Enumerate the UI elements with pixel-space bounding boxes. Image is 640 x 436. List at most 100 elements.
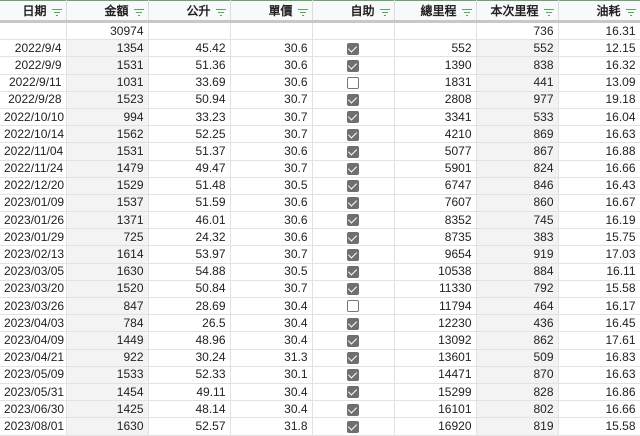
cell-liters[interactable]: 53.97 [148, 245, 231, 264]
cell-fuel-consumption[interactable]: 16.66 [558, 400, 640, 419]
cell-date[interactable]: 2022/9/11 [0, 74, 67, 92]
cell-liters[interactable]: 48.96 [148, 331, 231, 350]
cell-amount[interactable]: 725 [66, 228, 149, 247]
cell-amount[interactable]: 922 [66, 349, 149, 367]
cell-total-mileage[interactable]: 7607 [394, 194, 477, 213]
cell-self-service[interactable] [312, 314, 395, 333]
checkbox-checked[interactable] [346, 231, 359, 244]
cell-total-mileage[interactable]: 8352 [394, 211, 477, 230]
cell-fuel-consumption[interactable]: 15.58 [558, 417, 640, 436]
cell-liters[interactable]: 52.57 [148, 417, 231, 436]
cell-date[interactable]: 2023/04/21 [0, 349, 67, 367]
cell-trip-mileage[interactable]: 441 [476, 74, 559, 92]
cell-total-mileage[interactable]: 6747 [394, 177, 477, 195]
cell-total-mileage[interactable]: 13601 [394, 349, 477, 367]
checkbox-checked[interactable] [346, 145, 359, 158]
cell-fuel-consumption[interactable]: 16.11 [558, 263, 640, 281]
cell-trip-mileage[interactable]: 824 [476, 160, 559, 178]
avg-consumption-cell[interactable]: 16.31 [558, 21, 640, 41]
checkbox-checked[interactable] [346, 42, 359, 55]
checkbox-checked[interactable] [346, 162, 359, 175]
cell-amount[interactable]: 1614 [66, 245, 149, 264]
cell-date[interactable]: 2023/04/03 [0, 314, 67, 333]
cell-amount[interactable]: 1454 [66, 383, 149, 402]
filter-icon[interactable] [133, 8, 144, 16]
cell-trip-mileage[interactable]: 919 [476, 245, 559, 264]
checkbox-checked[interactable] [346, 128, 359, 141]
total-trip-cell[interactable]: 736 [476, 21, 559, 41]
cell-date[interactable]: 2023/06/30 [0, 400, 67, 419]
cell-total-mileage[interactable]: 5077 [394, 142, 477, 161]
checkbox-checked[interactable] [346, 334, 359, 347]
cell-total-mileage[interactable]: 11794 [394, 297, 477, 316]
cell-trip-mileage[interactable]: 870 [476, 366, 559, 384]
cell-liters[interactable]: 33.69 [148, 74, 231, 92]
cell-price[interactable]: 30.6 [230, 228, 313, 247]
checkbox-checked[interactable] [346, 94, 359, 107]
cell-price[interactable]: 30.4 [230, 331, 313, 350]
cell-amount[interactable]: 1537 [66, 194, 149, 213]
cell-self-service[interactable] [312, 349, 395, 367]
checkbox-checked[interactable] [346, 369, 359, 382]
cell-trip-mileage[interactable]: 819 [476, 417, 559, 436]
cell-trip-mileage[interactable]: 436 [476, 314, 559, 333]
cell-self-service[interactable] [312, 39, 395, 58]
cell-liters[interactable]: 48.14 [148, 400, 231, 419]
cell[interactable] [148, 21, 231, 41]
cell-liters[interactable]: 49.11 [148, 383, 231, 402]
cell-fuel-consumption[interactable]: 16.32 [558, 56, 640, 75]
cell-date[interactable]: 2023/01/26 [0, 211, 67, 230]
cell-self-service[interactable] [312, 74, 395, 92]
cell-price[interactable]: 30.7 [230, 280, 313, 299]
cell-amount[interactable]: 1425 [66, 400, 149, 419]
filter-icon[interactable] [543, 8, 554, 16]
cell-trip-mileage[interactable]: 884 [476, 263, 559, 281]
filter-icon[interactable] [461, 8, 472, 16]
cell-date[interactable]: 2023/01/09 [0, 194, 67, 213]
cell-total-mileage[interactable]: 1831 [394, 74, 477, 92]
cell-self-service[interactable] [312, 177, 395, 195]
cell-trip-mileage[interactable]: 862 [476, 331, 559, 350]
cell-amount[interactable]: 784 [66, 314, 149, 333]
cell-price[interactable]: 30.1 [230, 366, 313, 384]
cell-fuel-consumption[interactable]: 19.18 [558, 91, 640, 109]
cell-amount[interactable]: 1449 [66, 331, 149, 350]
cell-date[interactable]: 2023/05/31 [0, 383, 67, 402]
cell-price[interactable]: 30.4 [230, 400, 313, 419]
cell-fuel-consumption[interactable]: 17.03 [558, 245, 640, 264]
column-header-self-service[interactable]: 自助 [312, 0, 395, 23]
cell-date[interactable]: 2022/10/10 [0, 108, 67, 127]
cell-date[interactable]: 2023/02/13 [0, 245, 67, 264]
cell-price[interactable]: 30.5 [230, 177, 313, 195]
cell-total-mileage[interactable]: 13092 [394, 331, 477, 350]
cell-trip-mileage[interactable]: 383 [476, 228, 559, 247]
checkbox-unchecked[interactable] [346, 300, 359, 313]
cell-amount[interactable]: 1529 [66, 177, 149, 195]
cell[interactable] [394, 21, 477, 41]
cell-total-mileage[interactable]: 552 [394, 39, 477, 58]
cell-price[interactable]: 30.7 [230, 91, 313, 109]
cell-date[interactable]: 2023/03/20 [0, 280, 67, 299]
cell-self-service[interactable] [312, 211, 395, 230]
cell[interactable] [230, 21, 313, 41]
cell-liters[interactable]: 30.24 [148, 349, 231, 367]
cell-total-mileage[interactable]: 9654 [394, 245, 477, 264]
cell-price[interactable]: 30.6 [230, 142, 313, 161]
column-header-fuel-consumption[interactable]: 油耗 [558, 0, 640, 23]
cell-total-mileage[interactable]: 10538 [394, 263, 477, 281]
cell-price[interactable]: 30.4 [230, 297, 313, 316]
cell-self-service[interactable] [312, 331, 395, 350]
cell-trip-mileage[interactable]: 533 [476, 108, 559, 127]
cell-amount[interactable]: 1630 [66, 417, 149, 436]
cell-date[interactable]: 2023/03/26 [0, 297, 67, 316]
cell-liters[interactable]: 49.47 [148, 160, 231, 178]
checkbox-checked[interactable] [346, 180, 359, 193]
cell-liters[interactable]: 51.36 [148, 56, 231, 75]
cell-amount[interactable]: 1630 [66, 263, 149, 281]
cell-date[interactable]: 2023/05/09 [0, 366, 67, 384]
cell-liters[interactable]: 45.42 [148, 39, 231, 58]
filter-icon[interactable] [215, 8, 226, 16]
cell-liters[interactable]: 46.01 [148, 211, 231, 230]
cell-liters[interactable]: 50.94 [148, 91, 231, 109]
cell-date[interactable]: 2023/01/29 [0, 228, 67, 247]
